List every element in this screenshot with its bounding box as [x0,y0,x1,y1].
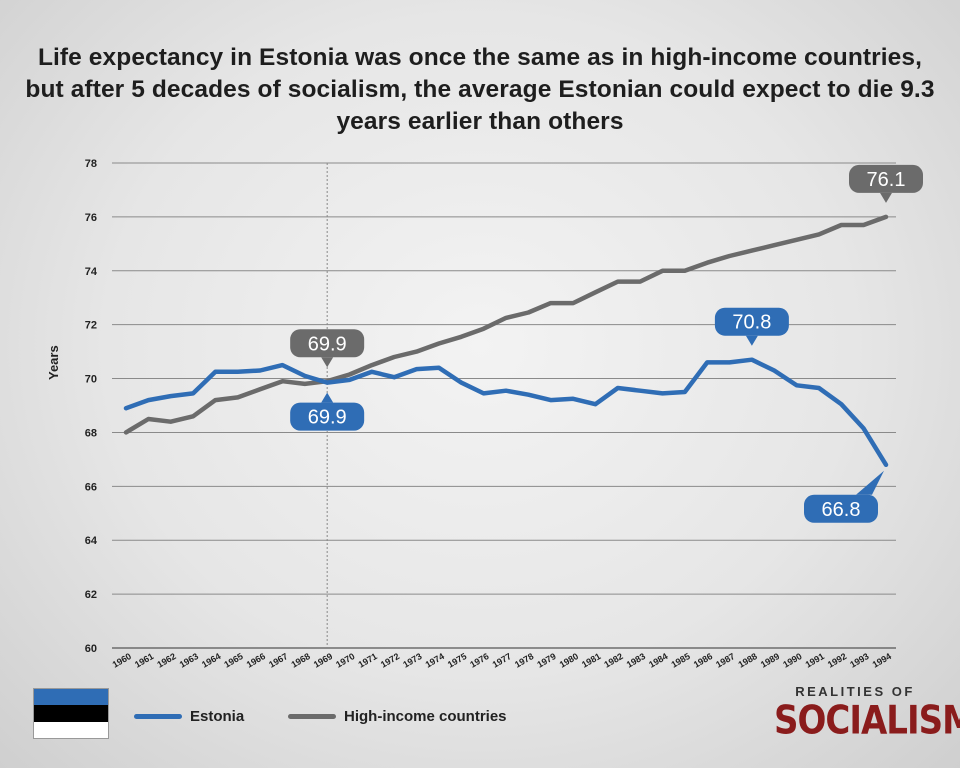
y-tick-label: 60 [85,643,97,655]
legend-label-estonia: Estonia [190,707,245,725]
legend-item-estonia: Estonia [134,706,244,726]
x-tick-label: 1991 [804,651,826,670]
callout-pointer [321,357,334,368]
callout-bubble [849,164,923,193]
callout-pointer [745,335,758,346]
x-tick-label: 1994 [871,651,893,670]
x-tick-label: 1977 [491,651,513,670]
y-tick-label: 66 [85,481,97,493]
x-tick-label: 1960 [111,651,133,670]
y-tick-label: 72 [85,320,97,332]
y-tick-label: 64 [85,535,98,547]
annotation-callout: 69.9 [290,392,365,431]
y-tick-layer: 60 62 64 66 68 70 72 74 76 78 [85,158,98,655]
x-tick-label: 1988 [737,651,759,670]
chart-title: Life expectancy in Estonia was once the … [25,44,935,135]
x-tick-label: 1962 [155,651,177,670]
series-line-high-income [123,214,889,435]
x-tick-label: 1966 [245,651,267,670]
annotation-callout: 70.8 [714,307,789,346]
y-tick-label: 78 [85,158,97,170]
x-tick-label: 1967 [267,651,289,670]
x-tick-label: 1979 [535,651,557,670]
x-tick-label: 1961 [133,651,155,670]
callout-bubble [804,494,878,523]
x-tick-label: 1973 [401,651,423,670]
legend-swatch-estonia [134,713,182,719]
series-line-estonia [123,357,889,468]
callout-pointer [880,192,892,203]
x-tick-label: 1982 [602,651,624,670]
legend-swatch-high-income [288,713,336,719]
x-tick-label: 1986 [692,651,714,670]
callout-pointer [856,470,884,495]
x-tick-label: 1985 [669,651,691,670]
flag-stripe-blue [34,689,108,706]
brand-line-1: REALITIES OF [795,684,915,699]
y-tick-label: 74 [85,266,98,278]
callout-bubble [290,329,365,358]
x-tick-label: 1990 [781,651,803,670]
x-tick-label: 1993 [848,651,870,670]
x-tick-label: 1976 [468,651,490,670]
callout-bubble [290,402,365,431]
y-tick-label: 68 [85,427,97,439]
x-tick-label: 1983 [625,651,647,670]
x-tick-label: 1965 [222,651,244,670]
legend-item-high-income: High-income countries [288,706,507,726]
x-tick-label: 1972 [379,651,401,670]
annotation-callout: 76.1 [849,164,923,203]
x-tick-label: 1984 [647,651,669,670]
annotation-callout: 66.8 [804,470,884,523]
y-tick-label: 76 [85,212,97,224]
x-tick-label: 1978 [513,651,535,670]
annotation-callout: 69.9 [290,329,365,368]
x-tick-label: 1971 [357,651,379,670]
brand-logo: SOCIALISM [774,698,960,744]
flag-stripe-white [34,721,108,738]
x-tick-label: 1975 [446,651,468,670]
x-tick-label: 1992 [826,651,848,670]
x-tick-label: 1969 [312,651,334,670]
callout-bubble [714,307,789,336]
x-tick-label: 1968 [289,651,311,670]
estonia-flag [33,688,109,739]
callout-label: 76.1 [867,169,906,191]
callout-label: 70.8 [732,312,771,334]
grid-layer [112,162,896,649]
x-tick-label: 1964 [200,651,222,670]
annotation-layer: 69.9 69.9 70.8 66.8 76.1 [290,164,923,523]
x-tick-label: 1989 [759,651,781,670]
x-tick-label: 1974 [424,651,446,670]
x-tick-label: 1980 [558,651,580,670]
callout-label: 69.9 [308,333,347,355]
x-tick-label: 1970 [334,651,356,670]
series-layer [123,214,889,468]
x-tick-label: 1987 [714,651,736,670]
legend-label-high-income: High-income countries [344,707,507,725]
x-tick-layer: 1960 1961 1962 1963 1964 1965 1966 1967 1968 1969… [111,651,893,670]
x-tick-label: 1963 [178,651,200,670]
callout-pointer [321,392,334,403]
y-tick-label: 70 [85,374,97,386]
flag-stripe-black [34,705,108,722]
callout-label: 69.9 [308,407,347,429]
x-tick-label: 1981 [580,651,602,670]
callout-label: 66.8 [822,499,861,521]
y-tick-label: 62 [85,589,97,601]
